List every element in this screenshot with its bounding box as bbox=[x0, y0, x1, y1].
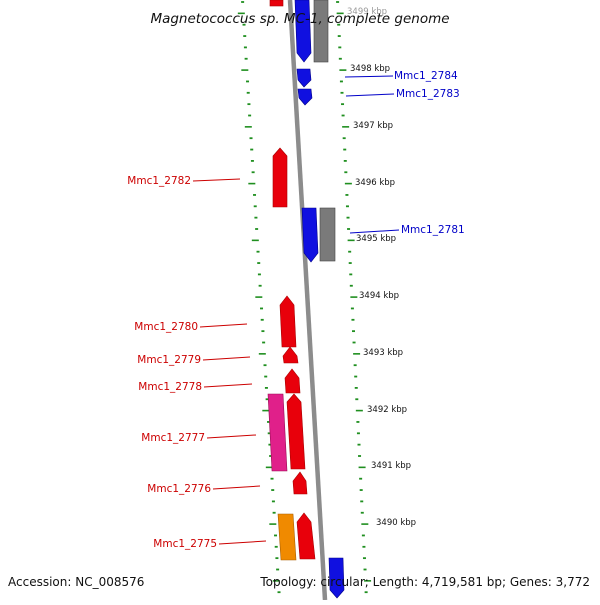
genome-stats-text: Topology: circular; Length: 4,719,581 bp… bbox=[259, 575, 590, 589]
gene-Mmc1_2777-feature[interactable] bbox=[286, 393, 306, 470]
gene-feature-top-fragment[interactable] bbox=[269, 0, 284, 7]
gene-feature-other-2781[interactable] bbox=[319, 207, 336, 262]
leader-Mmc1_2775 bbox=[218, 540, 267, 545]
leader-Mmc1_2780 bbox=[199, 323, 248, 328]
scale-labels: 3499 kbp 3498 kbp 3497 kbp 3496 kbp 3495… bbox=[347, 7, 416, 528]
scale-label: 3492 kbp bbox=[367, 405, 407, 415]
gene-label[interactable]: Mmc1_2778 bbox=[138, 381, 202, 393]
map-title: Magnetococcus sp. MC-1, complete genome bbox=[150, 11, 449, 27]
gene-label[interactable]: Mmc1_2777 bbox=[141, 432, 205, 444]
scale-label: 3498 kbp bbox=[350, 64, 390, 74]
leader-Mmc1_2776 bbox=[212, 485, 261, 490]
gene-label[interactable]: Mmc1_2775 bbox=[153, 538, 217, 550]
gene-Mmc1_2777-rna-feature[interactable] bbox=[267, 393, 288, 472]
scale-label: 3495 kbp bbox=[356, 234, 396, 244]
leader-Mmc1_2783 bbox=[345, 93, 395, 97]
gene-Mmc1_2782-feature[interactable] bbox=[272, 147, 288, 208]
leader-Mmc1_2782 bbox=[192, 178, 241, 182]
gene-feature-reverse-top[interactable] bbox=[294, 0, 312, 63]
gene-feature-reverse-bottom[interactable] bbox=[328, 557, 345, 599]
genome-backbone bbox=[287, 0, 328, 601]
label-leader-lines bbox=[192, 75, 400, 545]
gene-labels: Mmc1_2784 Mmc1_2783 Mmc1_2782 Mmc1_2781 … bbox=[127, 70, 464, 550]
gene-Mmc1_2775-feature[interactable] bbox=[296, 512, 316, 560]
scale-label: 3494 kbp bbox=[359, 291, 399, 301]
gene-Mmc1_2775-pseudogene-feature[interactable] bbox=[277, 513, 297, 561]
gene-Mmc1_2779-feature[interactable] bbox=[282, 346, 299, 364]
leader-Mmc1_2778 bbox=[203, 383, 253, 388]
gene-feature-other-top[interactable] bbox=[313, 0, 329, 63]
gene-Mmc1_2776-feature[interactable] bbox=[292, 471, 308, 495]
scale-label: 3490 kbp bbox=[376, 518, 416, 528]
leader-Mmc1_2781 bbox=[349, 229, 400, 234]
leader-Mmc1_2779 bbox=[202, 356, 251, 361]
scale-label: 3497 kbp bbox=[353, 121, 393, 131]
inner-tick-ring bbox=[237, 1, 281, 594]
gene-label[interactable]: Mmc1_2779 bbox=[137, 354, 201, 366]
gene-label[interactable]: Mmc1_2776 bbox=[147, 483, 211, 495]
leader-Mmc1_2777 bbox=[206, 434, 257, 439]
gene-label[interactable]: Mmc1_2783 bbox=[396, 88, 460, 100]
gene-Mmc1_2781-feature[interactable] bbox=[301, 207, 319, 263]
gene-Mmc1_2784-feature[interactable] bbox=[296, 68, 312, 88]
forward-strand-features bbox=[267, 0, 316, 561]
reverse-strand-features bbox=[294, 0, 345, 599]
gene-Mmc1_2783-feature[interactable] bbox=[297, 88, 313, 106]
gene-label[interactable]: Mmc1_2782 bbox=[127, 175, 191, 187]
scale-label: 3491 kbp bbox=[371, 461, 411, 471]
gene-Mmc1_2780-feature[interactable] bbox=[279, 295, 297, 348]
gene-label[interactable]: Mmc1_2781 bbox=[401, 224, 465, 236]
scale-label: 3499 kbp bbox=[347, 7, 387, 17]
leader-Mmc1_2784 bbox=[344, 75, 394, 78]
accession-text: Accession: NC_008576 bbox=[8, 575, 144, 589]
outer-tick-ring bbox=[336, 1, 372, 594]
scale-label: 3496 kbp bbox=[355, 178, 395, 188]
gene-label[interactable]: Mmc1_2784 bbox=[394, 70, 458, 82]
gene-Mmc1_2778-feature[interactable] bbox=[284, 368, 301, 394]
scale-label: 3493 kbp bbox=[363, 348, 403, 358]
gene-label[interactable]: Mmc1_2780 bbox=[134, 321, 198, 333]
